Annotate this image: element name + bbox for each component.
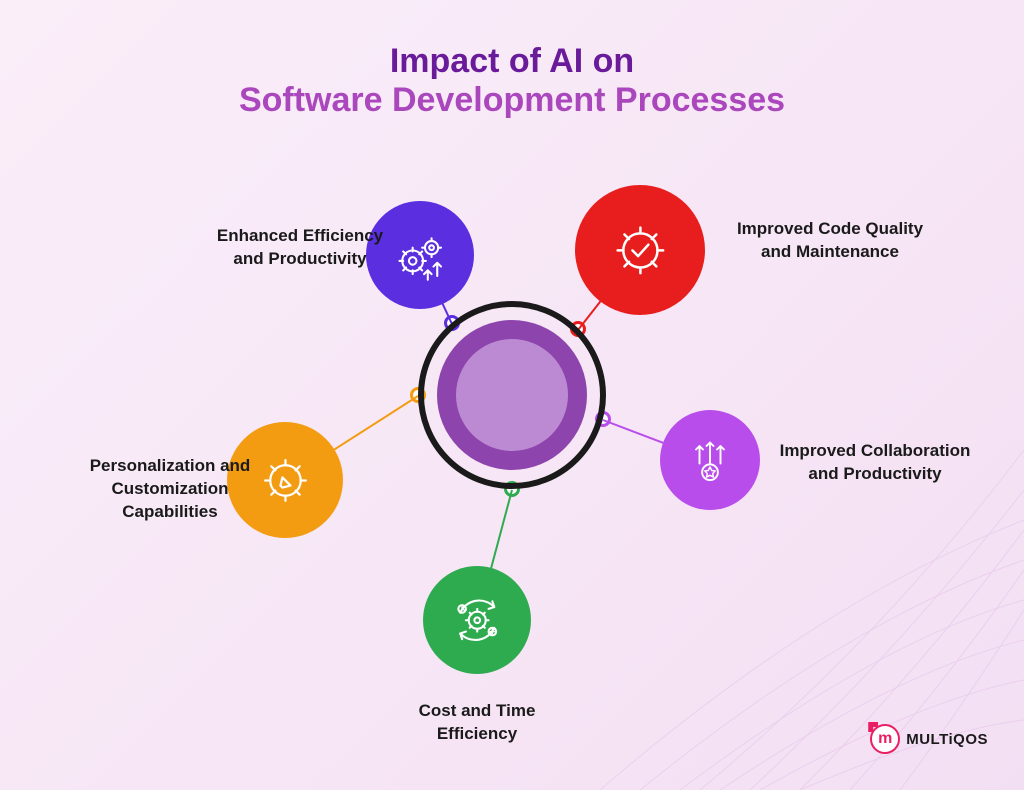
gear-check-icon	[604, 214, 677, 287]
hub-core	[456, 339, 568, 451]
node-label-cost: Cost and Time Efficiency	[377, 700, 577, 746]
gear-cycle-icon	[447, 590, 507, 650]
node-label-quality: Improved Code Quality and Maintenance	[730, 218, 930, 264]
node-label-collaboration: Improved Collaboration and Productivity	[775, 440, 975, 486]
arrows-star-icon	[682, 432, 738, 488]
node-quality	[575, 185, 705, 315]
node-cost	[423, 566, 531, 674]
brand-name: MULTiQOS	[906, 731, 988, 748]
radial-diagram: Enhanced Efficiency and Productivity Impr…	[0, 0, 1024, 790]
node-label-efficiency: Enhanced Efficiency and Productivity	[200, 225, 400, 271]
node-collaboration	[660, 410, 760, 510]
node-label-personalization: Personalization and Customization Capabi…	[70, 455, 270, 524]
brand-badge: m MULTiQOS	[870, 724, 988, 754]
brand-logo-icon: m	[870, 724, 900, 754]
